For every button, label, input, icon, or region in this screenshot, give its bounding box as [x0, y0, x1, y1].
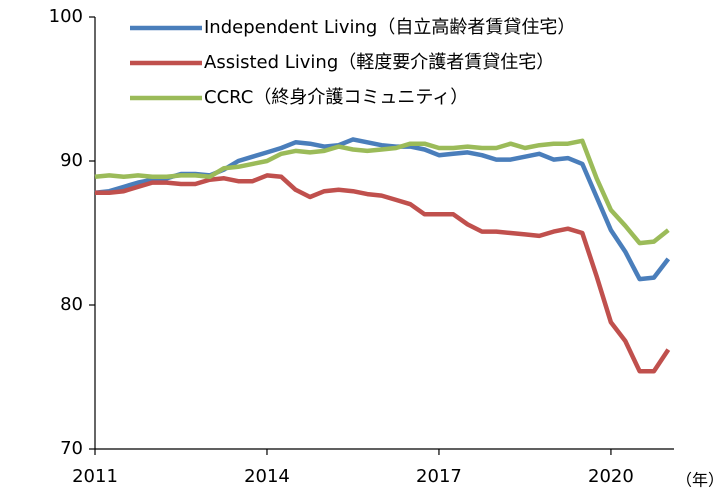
- legend-label: Independent Living（自立高齢者賃貸住宅）: [204, 17, 575, 38]
- series-line: [95, 173, 671, 374]
- legend-label: Assisted Living（軽度要介護者賃貸住宅）: [204, 52, 554, 73]
- y-tick-label: 90: [60, 150, 83, 171]
- x-tick-label: 2011: [72, 466, 118, 487]
- x-axis-title: （年）: [676, 471, 720, 490]
- x-tick-label: 2017: [416, 466, 462, 487]
- y-tick-label: 80: [60, 294, 83, 315]
- series-line: [94, 138, 670, 246]
- y-tick-label: 100: [49, 6, 83, 27]
- x-tick-label: 2020: [588, 466, 634, 487]
- x-tick-label: 2014: [244, 466, 290, 487]
- legend-label: CCRC（終身介護コミュニティ）: [204, 87, 468, 108]
- series-line: [94, 137, 671, 282]
- y-tick-label: 70: [60, 438, 83, 459]
